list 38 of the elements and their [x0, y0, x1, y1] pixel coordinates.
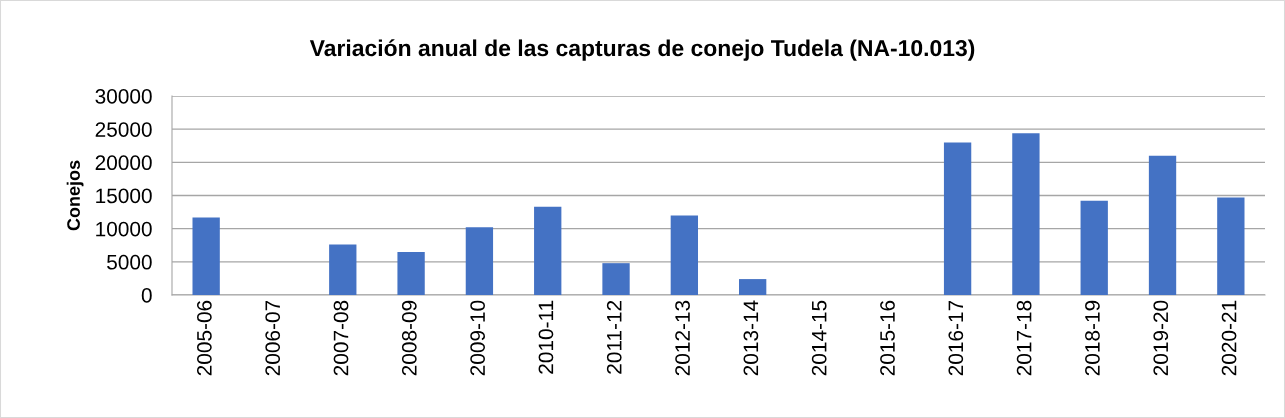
x-tick-label: 2016-17 — [948, 300, 964, 376]
bar — [602, 263, 630, 295]
y-tick-label: 30000 — [95, 89, 152, 104]
chart-title: Variación anual de las capturas de conejo Tudela (NA-10.013) — [309, 39, 975, 61]
y-tick-label: 0 — [141, 288, 152, 303]
bar — [1012, 133, 1040, 295]
bar — [943, 142, 972, 295]
x-tick-label: 2010-11 — [538, 300, 554, 374]
x-tick-label: 2005-06 — [197, 300, 212, 376]
x-tick-label: 2011-12 — [606, 300, 622, 374]
x-tick-label: 2020-21 — [1221, 300, 1237, 376]
y-tick-label: 25000 — [95, 122, 152, 137]
bar — [670, 215, 699, 295]
y-axis-title: Conejos — [66, 160, 84, 231]
bar — [397, 251, 425, 295]
x-tick-label: 2006-07 — [265, 300, 281, 376]
x-tick-label: 2013-14 — [743, 300, 759, 376]
x-tick-label: 2007-08 — [333, 300, 349, 376]
y-tick-label: 15000 — [96, 188, 152, 204]
bar — [534, 206, 562, 295]
x-tick-label: 2015-16 — [880, 300, 895, 376]
x-tick-label: 2012-13 — [675, 300, 690, 376]
x-tick-label: 2009-10 — [470, 300, 485, 376]
x-tick-label: 2017-18 — [1016, 300, 1032, 376]
x-tick-label: 2018-19 — [1085, 300, 1100, 376]
x-tick-label: 2008-09 — [401, 300, 417, 376]
bar — [1217, 197, 1245, 295]
bar — [1080, 200, 1108, 295]
x-tick-label: 2014-15 — [811, 300, 827, 376]
bar — [329, 244, 357, 295]
y-tick-label: 5000 — [107, 254, 152, 270]
bar — [465, 227, 494, 295]
bar — [192, 217, 220, 295]
bar — [738, 279, 767, 295]
x-tick-label: 2019-20 — [1153, 300, 1169, 376]
y-tick-label: 20000 — [95, 155, 152, 171]
y-tick-label: 10000 — [96, 221, 152, 237]
bar — [1148, 155, 1177, 295]
